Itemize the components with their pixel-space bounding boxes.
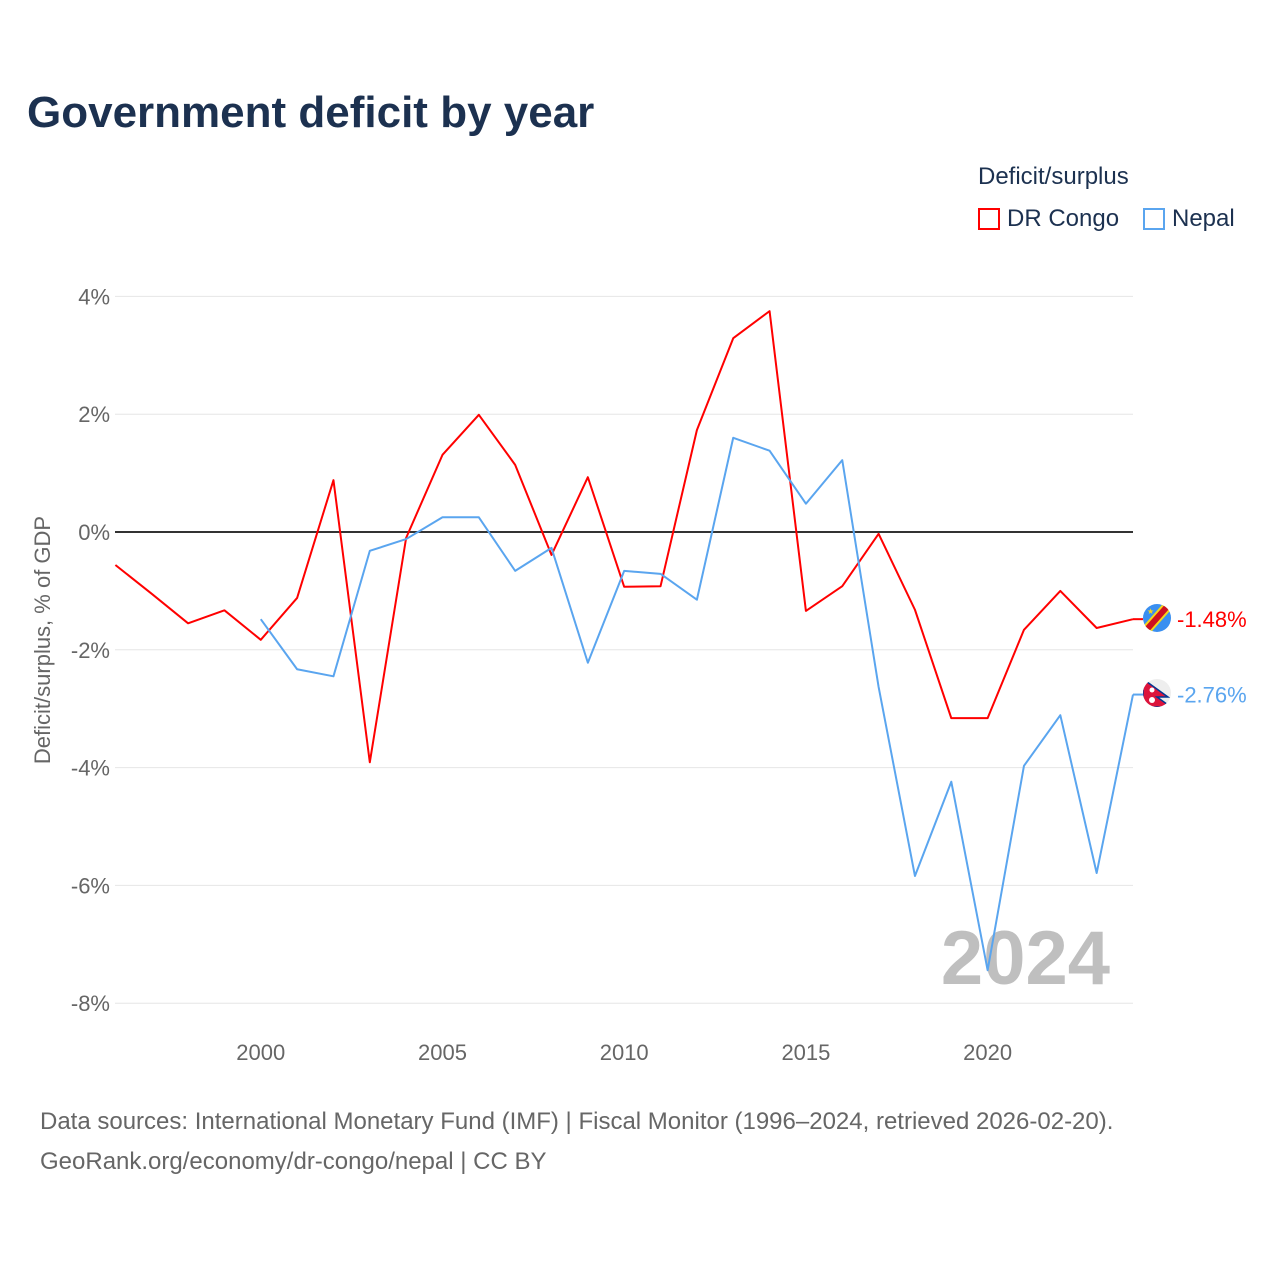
svg-text:★: ★ [1147,607,1154,616]
y-tick-label: -6% [71,873,110,898]
series-line-nepal [259,436,1134,972]
y-tick-label: -2% [71,638,110,663]
legend-title: Deficit/surplus [978,163,1129,190]
y-axis-label: Deficit/surplus, % of GDP [30,516,55,764]
legend-label: DR Congo [1007,205,1120,232]
y-tick-label: 0% [78,520,110,545]
legend-label: Nepal [1172,205,1235,232]
series-line-dr-congo [114,310,1134,764]
end-value-label: -2.76% [1177,683,1247,708]
x-tick-label: 2010 [600,1040,649,1065]
legend-swatch [1143,208,1165,230]
legend-item-nepal[interactable]: Nepal [1143,205,1235,233]
legend-swatch [978,208,1000,230]
nepal-flag-icon [1143,679,1171,707]
chart-title: Government deficit by year [27,88,595,137]
end-value-label: -1.48% [1177,607,1247,632]
x-tick-label: 2005 [418,1040,467,1065]
legend-item-dr-congo[interactable]: DR Congo [978,205,1119,233]
x-tick-label: 2000 [236,1040,285,1065]
y-tick-label: -8% [71,991,110,1016]
x-tick-label: 2020 [963,1040,1012,1065]
year-watermark: 2024 [941,916,1110,1001]
dr-congo-flag-icon: ★ [1143,604,1171,632]
y-tick-label: -4% [71,756,110,781]
y-tick-label: 4% [78,284,110,309]
x-tick-label: 2015 [781,1040,830,1065]
footer-link[interactable]: GeoRank.org/economy/dr-congo/nepal | CC … [40,1148,547,1175]
y-tick-label: 2% [78,402,110,427]
footer-sources: Data sources: International Monetary Fun… [40,1108,1114,1135]
